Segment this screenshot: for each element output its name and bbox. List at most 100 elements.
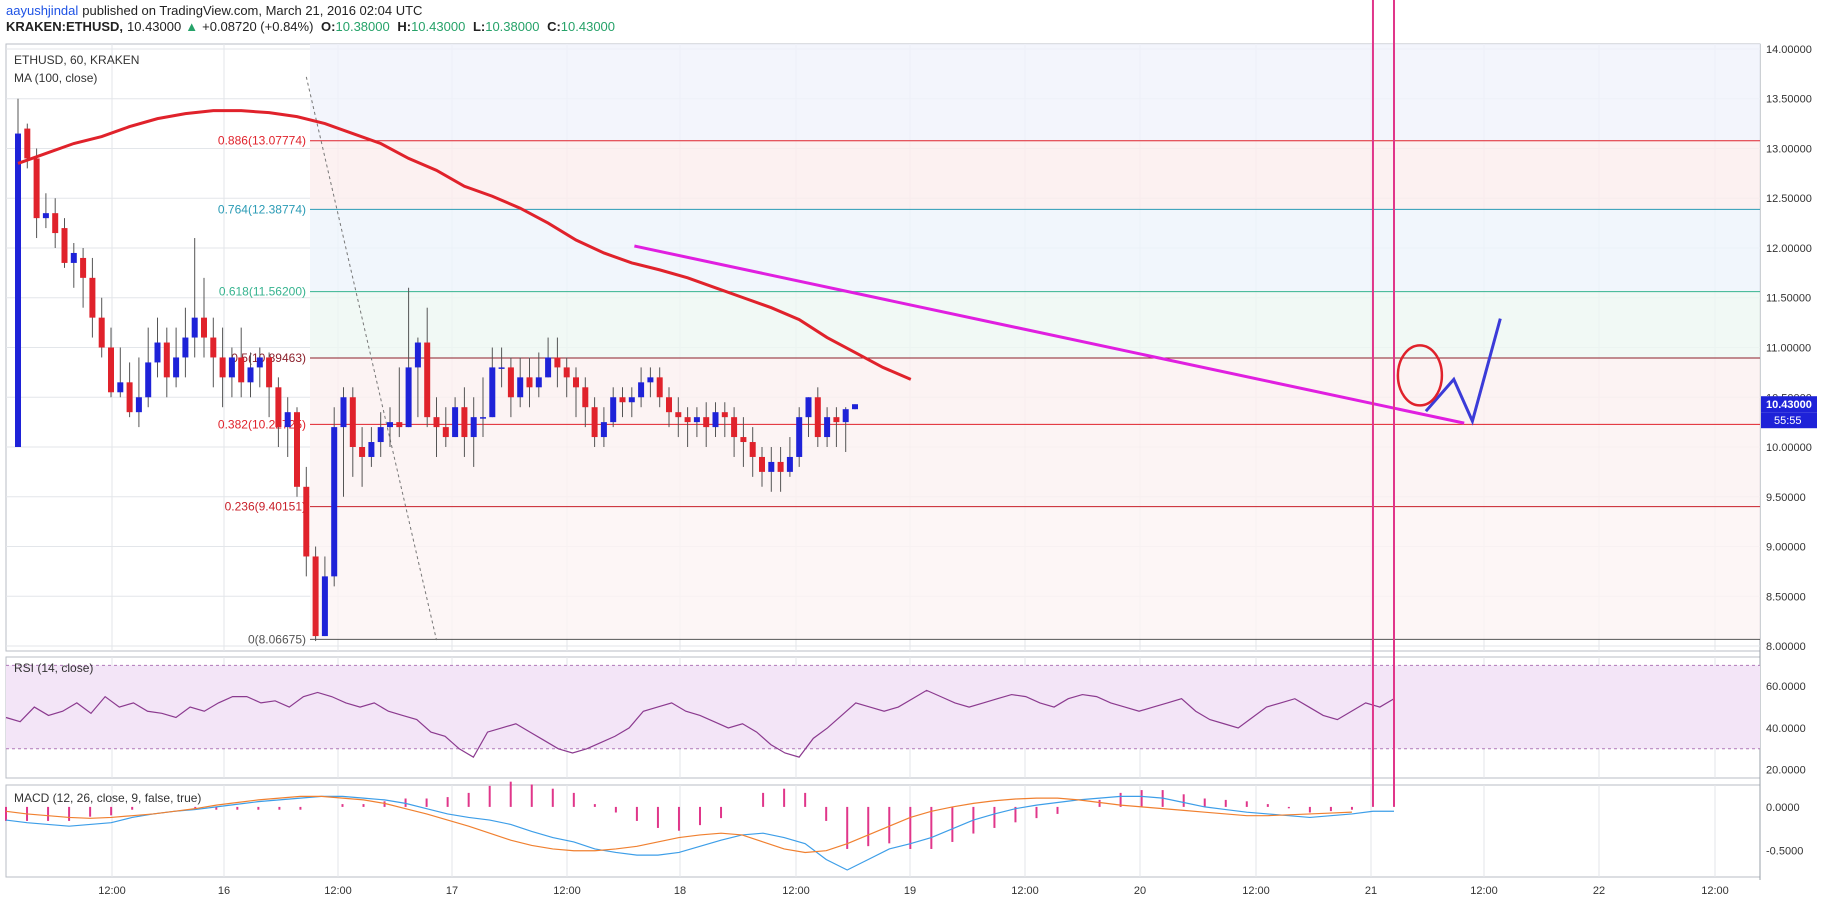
rsi-tick-label: 60.0000	[1766, 681, 1806, 693]
last-price-label: 10.43000	[1766, 399, 1812, 411]
candle-body	[526, 377, 533, 388]
x-tick-label: 12:00	[98, 885, 126, 897]
ma-line	[17, 109, 912, 381]
candle-body	[749, 442, 756, 457]
candle-body	[498, 367, 505, 369]
candle-body	[135, 397, 142, 413]
candle-body	[377, 427, 384, 443]
candle-body	[349, 397, 356, 448]
low-value: 10.38000	[485, 19, 540, 34]
x-tick-label: 12:00	[1011, 885, 1039, 897]
fib-band	[310, 506, 1760, 640]
last-price: 10.43000	[127, 19, 182, 34]
y-tick-label: 8.50000	[1766, 591, 1806, 603]
candle-body	[796, 417, 803, 457]
candle-body	[368, 442, 375, 457]
candle-body	[117, 382, 124, 393]
fib-band	[310, 357, 1760, 425]
macd-line	[5, 795, 1394, 871]
candle-body	[740, 437, 747, 443]
candle-body	[312, 556, 319, 637]
x-tick-label: 12:00	[1470, 885, 1498, 897]
x-tick-label: 12:00	[553, 885, 581, 897]
x-tick-label: 12:00	[1701, 885, 1729, 897]
candle-body	[238, 357, 245, 383]
candle-body	[517, 377, 524, 398]
candle-body	[814, 397, 821, 438]
countdown-label: 55:55	[1774, 415, 1802, 427]
candle-body	[414, 342, 421, 368]
high-label: H:	[397, 19, 412, 34]
resistance-trendline	[634, 244, 1465, 425]
candle-body	[266, 357, 273, 388]
candle-body	[108, 347, 114, 393]
macd-title: MACD (12, 26, close, 9, false, true)	[14, 791, 201, 805]
close-value: 10.43000	[560, 19, 616, 34]
candle-body	[173, 357, 180, 378]
fib-band	[310, 291, 1760, 358]
last-price-box	[1761, 396, 1817, 413]
candle-body	[461, 407, 468, 438]
candle-body	[628, 397, 635, 403]
fib-band	[310, 209, 1760, 292]
candle-body	[275, 387, 282, 428]
close-label: C:	[547, 19, 561, 34]
candle-body	[712, 412, 719, 428]
candle-body	[842, 409, 849, 423]
candle-body	[340, 397, 347, 428]
candle-body	[228, 357, 235, 378]
countdown-box	[1761, 412, 1817, 429]
fib-label: 0.618(11.56200)	[219, 285, 306, 299]
x-tick-label: 21	[1365, 885, 1377, 897]
highlight-circle	[1396, 344, 1444, 407]
candle-body	[452, 407, 459, 438]
candle-body	[24, 128, 31, 159]
candle-body	[684, 417, 691, 423]
candle-body	[201, 317, 207, 338]
candle-body	[89, 277, 96, 318]
publish-line: aayushjindal published on TradingView.com…	[6, 3, 426, 18]
author-link[interactable]: aayushjindal	[6, 3, 79, 18]
x-tick-label: 12:00	[1242, 885, 1270, 897]
panel-frame-3	[5, 784, 1761, 878]
candle-body	[554, 357, 561, 368]
y-tick-label: 13.50000	[1766, 94, 1812, 106]
candle-body	[759, 456, 765, 472]
fib-band	[310, 140, 1760, 210]
macd-tick-label: 0.0000	[1766, 802, 1800, 814]
y-tick-label: 11.00000	[1766, 343, 1811, 355]
x-tick-label: 17	[446, 885, 458, 897]
candle-body	[489, 367, 496, 418]
fib-label: 0.764(12.38774)	[218, 202, 306, 216]
publish-text: published on TradingView.com, March 21, …	[82, 3, 423, 18]
candle-body	[703, 417, 710, 428]
fib-anchor-line	[305, 76, 437, 641]
y-tick-label: 10.00000	[1766, 442, 1812, 454]
candle-body	[405, 367, 412, 428]
fib-label: 0.886(13.07774)	[218, 134, 306, 148]
x-tick-label: 19	[904, 885, 916, 897]
projection-path	[1424, 318, 1502, 426]
candle-body	[396, 422, 403, 428]
candle-body	[145, 362, 152, 398]
candle-body	[182, 337, 189, 358]
candle-body	[638, 382, 645, 398]
candle-body	[331, 427, 338, 577]
symbol-label: KRAKEN:ETHUSD,	[6, 19, 123, 34]
signal-line	[5, 795, 1352, 854]
fib-label: 0.236(9.40151)	[225, 500, 306, 514]
candle-body	[507, 367, 514, 398]
y-tick-label: 11.50000	[1766, 293, 1811, 305]
rsi-band	[6, 665, 1760, 749]
y-tick-label: 8.00000	[1766, 641, 1806, 653]
candle-body	[15, 133, 21, 448]
candle-body	[833, 417, 840, 423]
main-title: ETHUSD, 60, KRAKEN	[14, 53, 139, 67]
change-value: +0.08720 (+0.84%)	[202, 19, 314, 34]
candle-body	[852, 404, 858, 410]
candle-body	[163, 342, 170, 378]
candle-body	[219, 357, 226, 378]
candle-body	[824, 417, 831, 438]
candle-body	[303, 486, 310, 557]
